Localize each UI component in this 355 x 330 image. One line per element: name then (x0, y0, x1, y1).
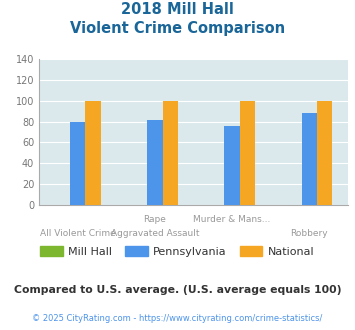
Bar (240, 101, 255, 205)
Text: All Violent Crime: All Violent Crime (40, 229, 115, 238)
Legend: Mill Hall, Pennsylvania, National: Mill Hall, Pennsylvania, National (36, 242, 319, 261)
Text: Murder & Mans...: Murder & Mans... (193, 214, 271, 223)
Text: Compared to U.S. average. (U.S. average equals 100): Compared to U.S. average. (U.S. average … (14, 285, 341, 295)
Bar (163, 101, 178, 205)
Bar (317, 101, 332, 205)
Text: 2018 Mill Hall: 2018 Mill Hall (121, 2, 234, 16)
Bar (86, 101, 101, 205)
Bar (147, 119, 163, 205)
Bar (70, 122, 86, 205)
Bar (302, 113, 317, 205)
Text: Aggravated Assault: Aggravated Assault (111, 229, 199, 238)
Text: Rape: Rape (143, 214, 166, 223)
Text: Violent Crime Comparison: Violent Crime Comparison (70, 21, 285, 36)
Bar (224, 126, 240, 205)
Text: © 2025 CityRating.com - https://www.cityrating.com/crime-statistics/: © 2025 CityRating.com - https://www.city… (32, 314, 323, 323)
Text: Robbery: Robbery (290, 229, 328, 238)
